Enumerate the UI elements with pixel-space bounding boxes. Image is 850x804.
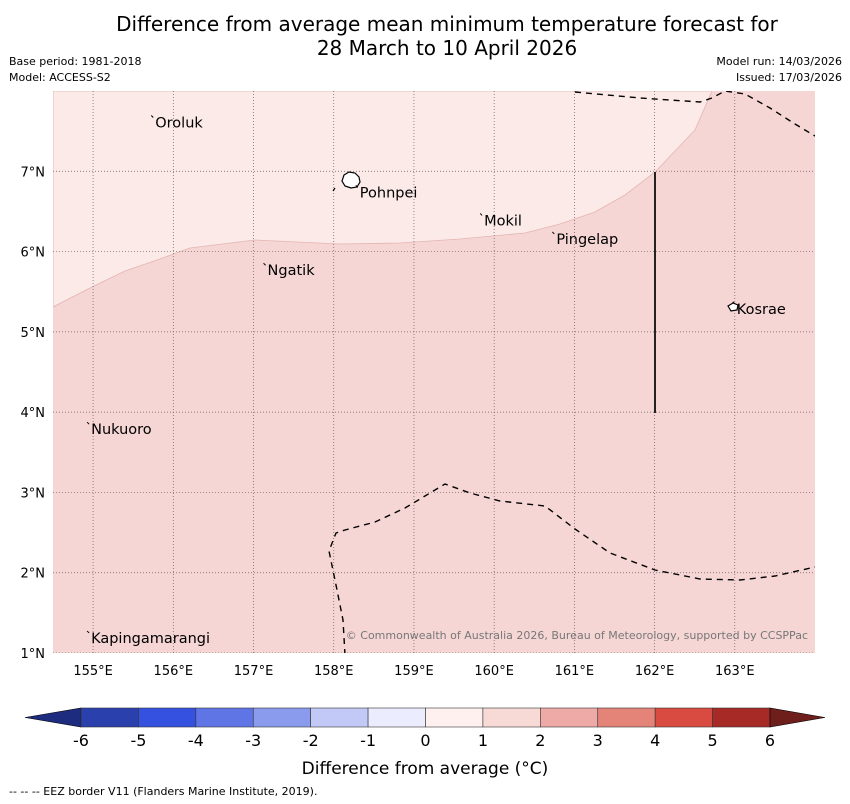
colorbar-tick-label: -3: [245, 731, 261, 750]
place-marker: [551, 231, 555, 235]
place-marker: [86, 421, 90, 425]
lat-tick-label: 1°N: [21, 647, 46, 662]
colorbar-tick-label: 4: [650, 731, 660, 750]
place-marker: [150, 115, 154, 118]
colorbar-box: [712, 707, 771, 728]
colorbar-tick-label: -2: [303, 731, 319, 750]
chart-title: Difference from average mean minimum tem…: [0, 12, 850, 60]
colorbar-box: [482, 707, 541, 728]
eez-border: [574, 91, 815, 137]
colorbar-box: [310, 707, 369, 728]
place-label: Ngatik: [268, 263, 316, 279]
colorbar: -6 -5 -4 -3 -2 -1 0 1 2 3 4 5 6 Difference from aver…: [24, 707, 826, 779]
lat-tick-label: 3°N: [21, 486, 46, 501]
map-panel: © Commonwealth of Australia 2026, Bureau…: [21, 91, 815, 679]
lat-tick-label: 2°N: [21, 567, 46, 582]
issued-date: Issued: 17/03/2026: [735, 71, 842, 84]
title-line-1: Difference from average mean minimum tem…: [116, 12, 778, 36]
lon-tick-label: 155°E: [73, 664, 113, 679]
lat-tick-label: 7°N: [21, 165, 46, 180]
colorbar-tick-label: 0: [420, 731, 430, 750]
eez-footnote: -- -- -- EEZ border V11 (Flanders Marine…: [9, 785, 318, 798]
lat-tick-label: 4°N: [21, 406, 46, 421]
colorbar-over-arrow: [769, 707, 826, 728]
pohnpei-island: [341, 171, 361, 189]
lon-tick-label: 161°E: [555, 664, 595, 679]
kosrae-island: [727, 302, 739, 312]
place-label: Oroluk: [155, 116, 203, 132]
lon-tick-label: 160°E: [474, 664, 514, 679]
colorbar-box: [252, 707, 311, 728]
colorbar-tick-label: 5: [707, 731, 717, 750]
colorbar-box: [80, 707, 139, 728]
place-label: Mokil: [484, 213, 522, 229]
colorbar-tick-label: -6: [73, 731, 89, 750]
colorbar-box: [540, 707, 599, 728]
place-marker: [732, 301, 736, 305]
colorbar-tick-label: -4: [188, 731, 204, 750]
place-label: Pohnpei: [360, 185, 418, 201]
colorbar-box: [195, 707, 254, 728]
lon-tick-label: 159°E: [394, 664, 434, 679]
colorbar-tick-label: -5: [130, 731, 146, 750]
colorbar-box: [367, 707, 426, 728]
colorbar-tick-label: 3: [593, 731, 603, 750]
colorbar-box: [654, 707, 713, 728]
colorbar-tick-label: 1: [478, 731, 488, 750]
lat-tick-label: 5°N: [21, 326, 46, 341]
lon-tick-label: 162°E: [635, 664, 675, 679]
place-labels: Oroluk Pohnpei Mokil Pingelap Ngatik Kosrae Nu…: [86, 115, 786, 647]
eez-border: [328, 483, 815, 653]
colorbar-ticks: -6 -5 -4 -3 -2 -1 0 1 2 3 4 5 6: [73, 731, 775, 750]
base-period: Base period: 1981-2018: [9, 55, 142, 68]
lon-tick-label: 163°E: [715, 664, 755, 679]
colorbar-tick-label: 6: [765, 731, 775, 750]
model-name: Model: ACCESS-S2: [9, 71, 111, 84]
graticule: [53, 91, 815, 653]
title-line-2: 28 March to 10 April 2026: [316, 36, 578, 60]
meta-left: Base period: 1981-2018 Model: ACCESS-S2: [9, 54, 141, 86]
lon-tick-label: 156°E: [154, 664, 194, 679]
place-marker: [263, 262, 266, 266]
colorbar-tick-label: -1: [360, 731, 376, 750]
copyright-text: © Commonwealth of Australia 2026, Bureau…: [346, 629, 808, 642]
place-label: Nukuoro: [91, 422, 152, 438]
axis-ticks: 155°E 156°E 157°E 158°E 159°E 160°E 161°E 162°E…: [21, 165, 755, 679]
lon-tick-label: 158°E: [314, 664, 354, 679]
lat-tick-label: 6°N: [21, 246, 46, 261]
lon-tick-label: 157°E: [234, 664, 274, 679]
place-label: Kosrae: [737, 302, 786, 318]
colorbar-label: Difference from average (°C): [302, 759, 549, 779]
place-marker: [479, 213, 483, 216]
place-label: Kapingamarangi: [91, 631, 210, 647]
anomaly-region-0-1: [53, 91, 713, 308]
colorbar-box: [597, 707, 656, 728]
colorbar-box: [425, 707, 484, 728]
colorbar-tick-label: 2: [535, 731, 545, 750]
colorbar-under-arrow: [24, 707, 82, 728]
place-label: Pingelap: [556, 232, 618, 248]
islet: [332, 187, 336, 192]
model-run: Model run: 14/03/2026: [716, 55, 842, 68]
place-marker: [86, 630, 90, 634]
meta-right: Model run: 14/03/2026 Issued: 17/03/2026: [716, 54, 842, 86]
colorbar-box: [138, 707, 197, 728]
colorbar-boxes: [24, 707, 826, 728]
place-marker: [355, 185, 359, 188]
